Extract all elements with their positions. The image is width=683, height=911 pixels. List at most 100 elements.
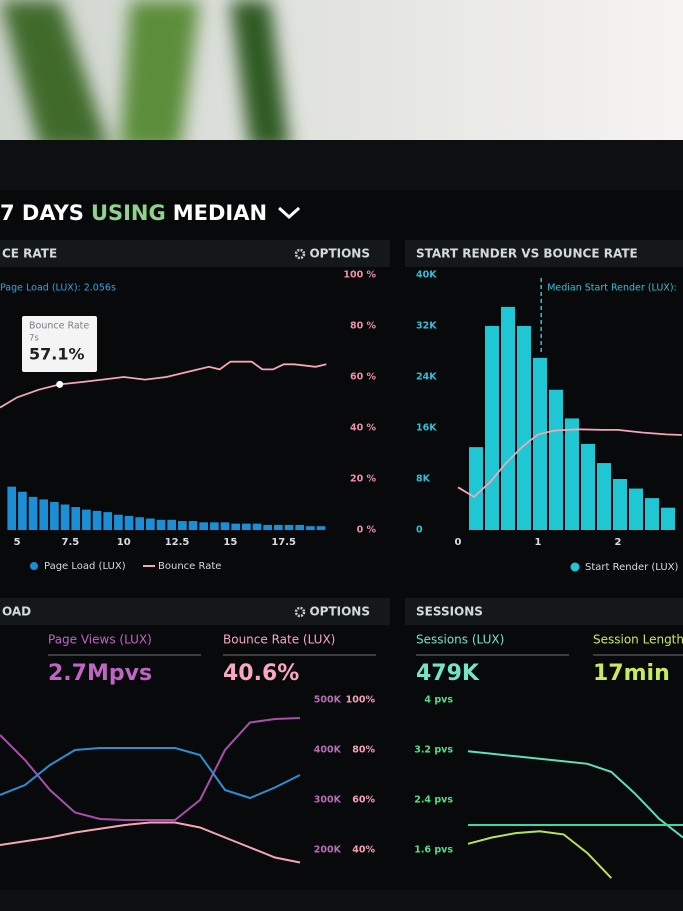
y2-tick-label: 40% — [352, 845, 375, 856]
y2-tick-label: 80% — [352, 745, 375, 756]
histogram-bar — [18, 491, 27, 530]
y-tick-label: 2.4 pvs — [414, 795, 453, 806]
y-tick-label: 0 — [416, 525, 423, 536]
y-tick-label: 24K — [416, 372, 437, 383]
histogram-bar — [39, 499, 49, 530]
histogram-bar — [231, 523, 241, 530]
y-tick-label: 200K — [314, 845, 342, 856]
panel-header — [405, 240, 683, 267]
histogram-bar — [284, 524, 294, 530]
kpi-label: Session Length — [593, 633, 683, 647]
legend-label: Page Load (LUX) — [44, 561, 126, 572]
histogram-bar — [103, 512, 113, 530]
annotation: Median Start Render (LUX): — [547, 283, 677, 294]
histogram-bar — [517, 326, 531, 530]
x-tick-label: 12.5 — [165, 537, 190, 548]
tooltip-point — [56, 380, 64, 388]
y-tick-label: 100 % — [343, 270, 376, 281]
histogram-bar — [645, 498, 659, 530]
title-part: 7 DAYS — [0, 201, 84, 225]
histogram-bar — [71, 507, 81, 530]
panel: OAD OPTIONS 200K 300K 400K 500K 40% 60% 80% 100% P… — [0, 598, 390, 864]
histogram-bar — [135, 517, 145, 530]
x-tick-label: 5 — [14, 537, 21, 548]
background-wall — [0, 0, 683, 150]
panel-title: CE RATE — [2, 247, 57, 261]
annotation: Page Load (LUX): 2.056s — [0, 283, 116, 294]
tooltip-x: 7s — [29, 334, 39, 344]
histogram-bar — [60, 504, 70, 530]
histogram-bar — [242, 523, 251, 530]
title-part: MEDIAN — [173, 201, 267, 225]
line — [457, 428, 683, 499]
legend-marker — [570, 562, 580, 572]
y-tick-label: 300K — [314, 795, 342, 806]
x-tick-label: 1 — [535, 537, 542, 548]
x-tick-label: 10 — [117, 537, 131, 548]
histogram-bar — [597, 463, 611, 530]
histogram-bar — [485, 326, 499, 530]
y-tick-label: 4 pvs — [424, 695, 453, 706]
histogram-bar — [114, 514, 123, 530]
plant-blur — [0, 0, 290, 150]
histogram-bar — [581, 443, 595, 530]
histogram-bar — [82, 509, 91, 530]
legend-label: Start Render (LUX) — [585, 562, 679, 573]
histogram-bar — [188, 521, 198, 530]
line — [467, 750, 683, 839]
y-tick-label: 20 % — [350, 474, 377, 485]
histogram-bar — [316, 526, 326, 530]
x-tick-label: 0 — [455, 537, 462, 548]
histogram-bar — [501, 306, 515, 530]
y-tick-label: 400K — [314, 745, 342, 756]
histogram-bar — [274, 524, 283, 530]
histogram-bar — [263, 524, 273, 530]
histogram-bar — [167, 519, 177, 530]
y-tick-label: 3.2 pvs — [414, 745, 453, 756]
kpi-value: 17min — [593, 661, 670, 686]
histogram-bar — [50, 501, 59, 530]
kpi-value: 2.7Mpvs — [48, 661, 152, 686]
histogram-bar — [124, 515, 134, 530]
histogram-bar — [629, 488, 643, 530]
histogram-bar — [549, 389, 563, 530]
gear-icon[interactable] — [294, 248, 306, 260]
kpi-value: 40.6% — [223, 661, 299, 686]
title-part: USING — [91, 201, 166, 225]
y-tick-label: 32K — [416, 321, 437, 332]
y2-tick-label: 60% — [352, 795, 375, 806]
x-tick-label: 17.5 — [271, 537, 296, 548]
histogram-bar — [295, 524, 305, 530]
kpi-label: Bounce Rate (LUX) — [223, 633, 335, 647]
panel-title: OAD — [2, 605, 31, 619]
x-tick-label: 7.5 — [62, 537, 80, 548]
y-tick-label: 0 % — [357, 525, 377, 536]
histogram-bar — [156, 519, 166, 530]
histogram-bar — [7, 486, 17, 530]
panel-title: START RENDER VS BOUNCE RATE — [416, 247, 638, 261]
kpi-label: Page Views (LUX) — [48, 633, 152, 647]
options-button[interactable]: OPTIONS — [309, 247, 370, 261]
tooltip — [22, 316, 97, 372]
y-tick-label: 16K — [416, 423, 437, 434]
panel-header — [0, 240, 390, 267]
options-button[interactable]: OPTIONS — [309, 605, 370, 619]
y-tick-label: 1.6 pvs — [414, 845, 453, 856]
y-tick-label: 8K — [416, 474, 431, 485]
y2-tick-label: 100% — [346, 695, 376, 706]
x-tick-label: 15 — [223, 537, 237, 548]
kpi-label: Sessions (LUX) — [416, 633, 504, 647]
histogram-bar — [252, 523, 262, 530]
dropdown-chevron[interactable] — [278, 206, 301, 220]
line — [0, 717, 301, 821]
histogram-bar — [146, 518, 155, 530]
kpi-value: 479K — [416, 661, 480, 686]
line — [0, 821, 301, 864]
line — [0, 747, 301, 800]
line — [467, 830, 613, 879]
histogram-bar — [533, 357, 547, 530]
tooltip-name: Bounce Rate — [29, 321, 89, 332]
histogram-bar — [92, 510, 102, 530]
gear-icon[interactable] — [294, 606, 306, 618]
